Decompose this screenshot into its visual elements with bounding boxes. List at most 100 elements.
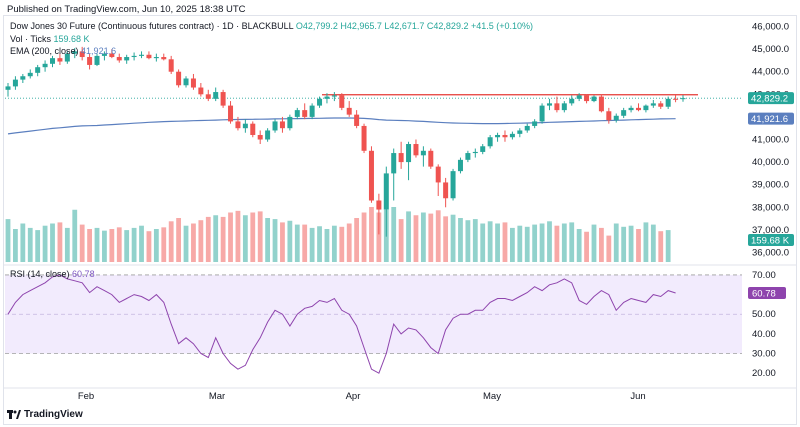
candle-body bbox=[287, 116, 293, 129]
candle-body bbox=[116, 57, 122, 61]
volume-bar bbox=[102, 230, 107, 262]
volume-bar bbox=[509, 227, 515, 262]
volume-bar bbox=[205, 216, 211, 262]
candle-body bbox=[613, 115, 619, 121]
candle-body bbox=[190, 78, 196, 88]
published-caption: Published on TradingView.com, Jun 10, 20… bbox=[7, 4, 246, 15]
volume-bar bbox=[576, 229, 582, 262]
volume-bar bbox=[643, 222, 649, 262]
volume-bar bbox=[428, 213, 434, 262]
candle-body bbox=[20, 76, 26, 80]
candle-body bbox=[391, 153, 397, 174]
candle-body bbox=[242, 123, 248, 129]
candle-body bbox=[643, 105, 649, 111]
rsi-axis-tick: 30.00 bbox=[752, 349, 776, 360]
volume-bar bbox=[153, 229, 159, 262]
rsi-axis-tick: 20.00 bbox=[752, 368, 776, 379]
candle-body bbox=[532, 121, 538, 126]
candle-body bbox=[79, 51, 85, 58]
legend-volume-value: 159.68 K bbox=[53, 34, 90, 44]
candle-body bbox=[205, 94, 211, 99]
volume-bar bbox=[435, 210, 441, 262]
tradingview-logo[interactable]: TradingView bbox=[7, 409, 83, 420]
candle-body bbox=[584, 95, 590, 102]
candle-body bbox=[64, 53, 70, 62]
volume-bar bbox=[665, 230, 671, 262]
price-axis-tick: 41,000.0 bbox=[752, 135, 789, 146]
candle-body bbox=[161, 57, 167, 60]
volume-bar bbox=[228, 212, 233, 262]
candle-body bbox=[50, 58, 56, 64]
rsi-value-label-bg bbox=[748, 287, 786, 300]
volume-bar bbox=[458, 218, 463, 262]
volume-bar bbox=[650, 224, 656, 262]
volume-bar bbox=[13, 229, 18, 262]
candle-body bbox=[517, 130, 523, 134]
legend-symbol: Dow Jones 30 Future (Continuous futures … bbox=[10, 21, 294, 31]
candle-body bbox=[420, 150, 426, 156]
candle-body bbox=[413, 144, 419, 156]
volume-bar bbox=[606, 235, 612, 262]
candle-body bbox=[183, 78, 189, 86]
candle-body bbox=[546, 103, 552, 106]
volume-bar bbox=[369, 207, 374, 262]
time-axis-tick: May bbox=[483, 391, 501, 402]
legend-rsi-label: RSI (14, close) bbox=[10, 269, 70, 279]
volume-bar bbox=[569, 222, 575, 262]
volume-bar bbox=[109, 229, 115, 262]
time-axis-tick: Feb bbox=[78, 391, 94, 402]
candle-body bbox=[621, 110, 627, 116]
volume-bar bbox=[213, 215, 219, 262]
volume-bar bbox=[591, 224, 597, 262]
candle-body bbox=[309, 105, 315, 117]
volume-bar bbox=[517, 225, 523, 262]
ema-value-label: 41,921.6 bbox=[751, 114, 788, 125]
volume-bar bbox=[294, 224, 300, 262]
candle-body bbox=[5, 86, 11, 90]
volume-bar bbox=[242, 215, 248, 262]
volume-bar bbox=[613, 223, 619, 262]
candle-body bbox=[598, 96, 604, 112]
candle-body bbox=[131, 55, 137, 58]
candle-body bbox=[435, 166, 441, 183]
volume-value-label-bg bbox=[748, 234, 794, 246]
candle-body bbox=[361, 125, 367, 151]
tradingview-logo-icon bbox=[7, 410, 21, 419]
candle-body bbox=[153, 57, 159, 59]
legend-volume-row: Vol · Ticks 159.68 K bbox=[10, 34, 90, 45]
volume-bar bbox=[139, 225, 144, 262]
candle-body bbox=[235, 121, 241, 129]
price-axis-tick: 45,000.0 bbox=[752, 44, 789, 55]
chart-frame bbox=[3, 15, 797, 425]
candle-body bbox=[272, 121, 278, 131]
volume-bar bbox=[20, 223, 26, 262]
candle-body bbox=[406, 144, 412, 163]
volume-bar bbox=[391, 207, 397, 262]
last-price-label-bg bbox=[748, 92, 794, 105]
candle-body bbox=[220, 92, 226, 106]
candle-body bbox=[146, 54, 152, 59]
candle-body bbox=[591, 96, 597, 102]
candle-body bbox=[680, 98, 686, 100]
volume-bar bbox=[621, 226, 627, 262]
candle-body bbox=[524, 125, 530, 131]
candle-body bbox=[443, 182, 449, 199]
candle-body bbox=[324, 96, 330, 99]
legend-symbol-row: Dow Jones 30 Future (Continuous futures … bbox=[10, 21, 533, 32]
candle-body bbox=[35, 67, 41, 73]
time-axis-tick: Jun bbox=[630, 391, 645, 402]
volume-bar bbox=[420, 212, 426, 262]
ema-value-label-bg bbox=[748, 112, 794, 125]
legend-rsi-value: 60.78 bbox=[72, 269, 95, 279]
candle-body bbox=[665, 98, 671, 107]
volume-bar bbox=[124, 230, 130, 262]
volume-bar bbox=[561, 223, 567, 262]
candle-body bbox=[539, 105, 545, 122]
candle-body bbox=[457, 159, 463, 172]
volume-bar bbox=[64, 227, 70, 262]
candle-body bbox=[176, 71, 182, 86]
volume-bar bbox=[116, 227, 122, 262]
candle-body bbox=[368, 150, 374, 201]
rsi-axis-tick: 40.00 bbox=[752, 329, 776, 340]
